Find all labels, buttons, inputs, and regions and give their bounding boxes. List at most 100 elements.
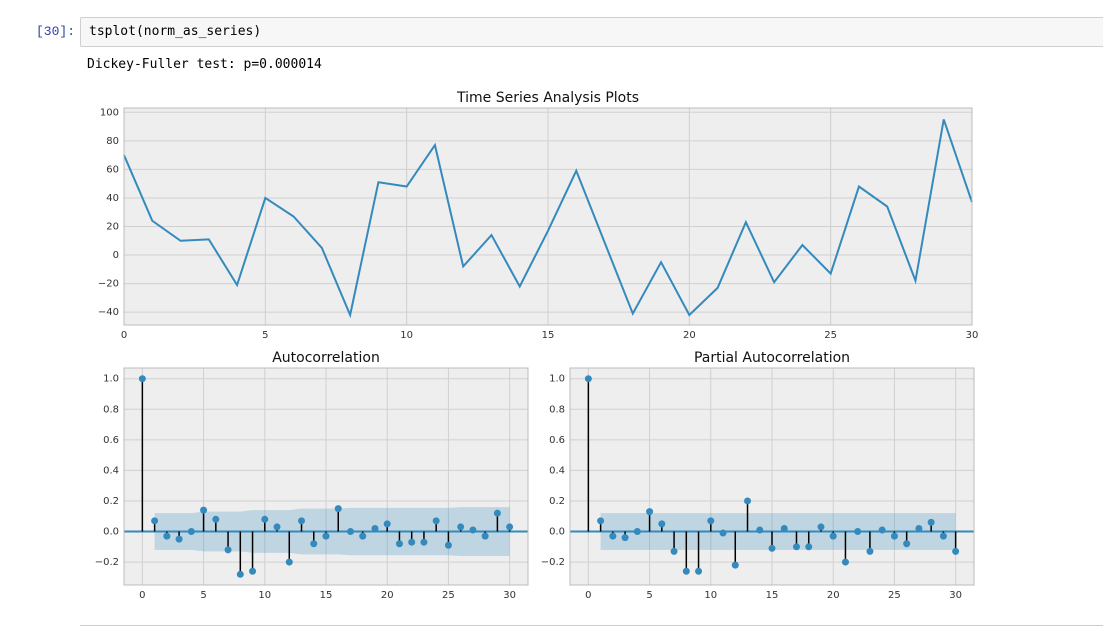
stem-marker [792, 543, 800, 551]
chart-title: Autocorrelation [272, 350, 380, 366]
stem-marker [731, 561, 739, 569]
stem-marker [298, 517, 306, 525]
output-text: Dickey-Fuller test: p=0.000014 [87, 57, 322, 72]
stem-marker [646, 508, 654, 516]
stem-marker [395, 540, 403, 548]
stem-marker [780, 524, 788, 532]
y-tick-label: 1.0 [549, 374, 565, 385]
stem-marker [432, 517, 440, 525]
y-tick-label: 0 [113, 250, 119, 261]
y-tick-label: 0.8 [549, 404, 565, 415]
y-tick-label: 20 [106, 221, 119, 232]
y-tick-label: 0.4 [103, 465, 119, 476]
stem-marker [249, 567, 257, 575]
stem-marker [322, 532, 330, 540]
stem-marker [261, 515, 269, 523]
y-tick-label: 0.2 [103, 496, 119, 507]
stem-marker [597, 517, 605, 525]
y-tick-label: 0.0 [103, 527, 119, 538]
x-tick-label: 20 [827, 590, 840, 601]
stem-marker [310, 540, 318, 548]
stem-marker [175, 535, 183, 543]
x-tick-label: 25 [824, 330, 837, 341]
stem-marker [744, 497, 752, 505]
stem-marker [658, 520, 666, 528]
y-tick-label: −0.2 [95, 557, 119, 568]
y-tick-label: 60 [106, 164, 119, 175]
x-tick-label: 5 [262, 330, 268, 341]
plot-frame [123, 367, 529, 586]
x-tick-label: 20 [381, 590, 394, 601]
stem-marker [878, 526, 886, 534]
stem-marker [927, 518, 935, 526]
y-tick-label: 1.0 [103, 374, 119, 385]
stem-marker [285, 558, 293, 566]
stem-marker [457, 523, 465, 531]
stem-marker [682, 567, 690, 575]
stem-marker [273, 523, 281, 531]
stem-marker [621, 534, 629, 542]
y-tick-label: 0.6 [549, 435, 565, 446]
stem-marker [383, 520, 391, 528]
stem-marker [334, 505, 342, 513]
y-tick-label: 0.4 [549, 465, 565, 476]
stem-marker [756, 526, 764, 534]
x-tick-label: 5 [200, 590, 206, 601]
stem-marker [609, 532, 617, 540]
stem-marker [481, 532, 489, 540]
stem-marker [670, 547, 678, 555]
stem-marker [138, 375, 146, 383]
stem-marker [633, 528, 641, 536]
stem-marker [854, 528, 862, 536]
y-tick-label: −40 [98, 307, 119, 318]
stem-marker [359, 532, 367, 540]
stem-marker [695, 567, 703, 575]
x-tick-label: 0 [139, 590, 145, 601]
x-tick-label: 15 [542, 330, 555, 341]
stem-marker [903, 540, 911, 548]
x-tick-label: 30 [949, 590, 962, 601]
y-tick-label: 100 [100, 107, 119, 118]
stem-marker [866, 547, 874, 555]
x-tick-label: 15 [320, 590, 333, 601]
stem-marker [151, 517, 159, 525]
stem-marker [444, 541, 452, 549]
y-tick-label: −20 [98, 279, 119, 290]
stem-marker [584, 375, 592, 383]
x-tick-label: 10 [258, 590, 271, 601]
x-tick-label: 0 [121, 330, 127, 341]
stem-marker [408, 538, 416, 546]
stem-marker [187, 528, 195, 536]
plot-frame [569, 367, 975, 586]
stem-marker [493, 509, 501, 517]
stem-marker [915, 524, 923, 532]
stem-marker [841, 558, 849, 566]
x-tick-label: 30 [503, 590, 516, 601]
stem-marker [224, 546, 232, 554]
stem-marker [371, 524, 379, 532]
x-tick-label: 10 [704, 590, 717, 601]
stem-marker [768, 544, 776, 552]
code: tsplot(norm_as_series) [89, 24, 262, 39]
y-tick-label: 0.2 [549, 496, 565, 507]
y-tick-label: −0.2 [541, 557, 565, 568]
y-tick-label: 0.6 [103, 435, 119, 446]
stem-marker [890, 532, 898, 540]
stem-marker [707, 517, 715, 525]
x-tick-label: 5 [646, 590, 652, 601]
cell-prompt: [30]: [36, 24, 76, 39]
chart-title: Time Series Analysis Plots [456, 90, 639, 106]
stem-marker [817, 523, 825, 531]
code-cell[interactable]: tsplot(norm_as_series) [80, 17, 1103, 47]
x-tick-label: 15 [766, 590, 779, 601]
chart-title: Partial Autocorrelation [694, 350, 850, 366]
x-tick-label: 25 [442, 590, 455, 601]
stem-marker [163, 532, 171, 540]
y-tick-label: 0.8 [103, 404, 119, 415]
series-line [123, 119, 973, 319]
stem-marker [506, 523, 514, 531]
x-tick-label: 30 [966, 330, 979, 341]
y-tick-label: 0.0 [549, 527, 565, 538]
x-tick-label: 25 [888, 590, 901, 601]
